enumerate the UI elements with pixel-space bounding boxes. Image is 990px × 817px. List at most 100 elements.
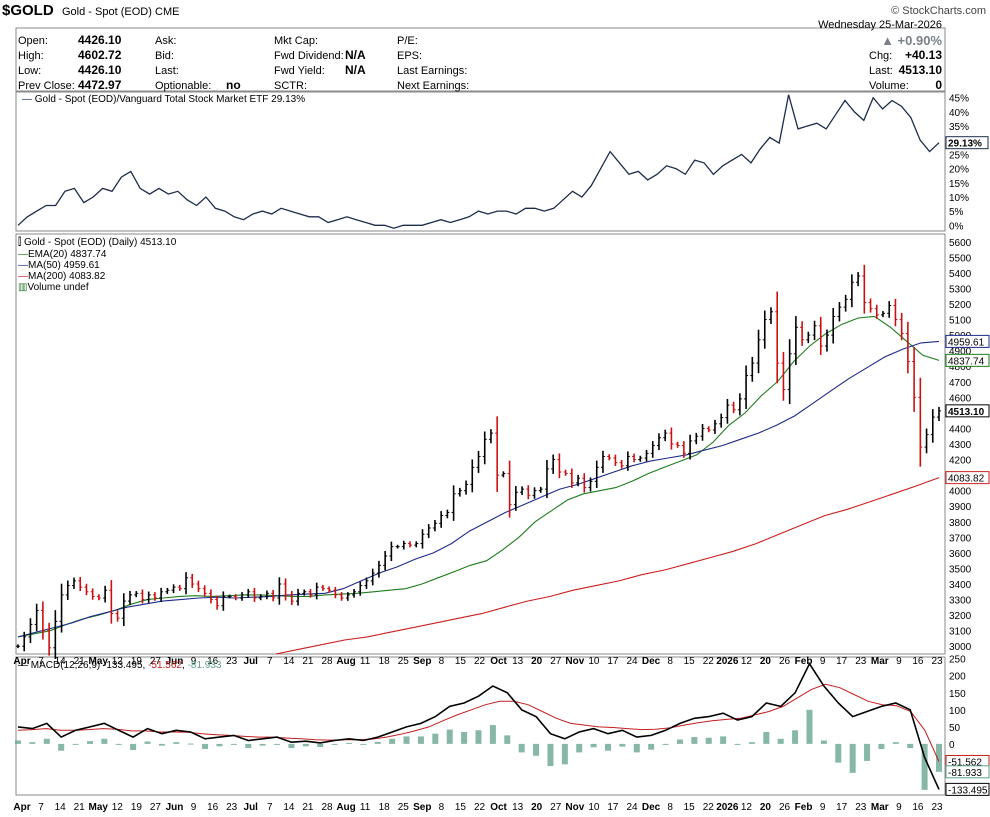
ratio-line <box>17 94 940 229</box>
macd-histogram-bar <box>461 731 468 744</box>
macd-histogram-bar <box>432 733 439 744</box>
low-value: 4426.10 <box>78 63 122 77</box>
macd-x-label: 22 <box>703 802 715 813</box>
macd-legend-title: MACD(12,26,9) <box>30 660 101 671</box>
ma50-last-tag: 4959.61 <box>948 337 985 348</box>
macd-histogram-bar <box>403 736 410 744</box>
mkt-cap-label: Mkt Cap: <box>274 35 319 47</box>
macd-x-label: Jun <box>166 802 184 813</box>
chg-label: Chg: <box>869 50 893 62</box>
price-x-label: 10 <box>588 656 600 667</box>
ma50-legend-swatch: — <box>18 260 28 271</box>
price-x-label: 21 <box>302 656 314 667</box>
macd-histogram-bar <box>691 737 698 744</box>
price-x-label: 23 <box>931 656 943 667</box>
price-x-label: 16 <box>912 656 924 667</box>
price-x-label: 20 <box>531 656 543 667</box>
macd-x-label: 23 <box>931 802 943 813</box>
macd-last-tag: -81.933 <box>948 768 982 779</box>
price-x-label: Dec <box>642 656 661 667</box>
price-x-label: Oct <box>490 656 507 667</box>
price-x-label: 15 <box>684 656 696 667</box>
last-price-label: Last: <box>869 65 893 77</box>
price-x-label: 16 <box>207 656 219 667</box>
up-triangle-icon: ▲ <box>881 33 898 48</box>
macd-histogram-bar <box>202 743 209 749</box>
macd-histogram-bar <box>504 735 511 744</box>
macd-histogram-bar <box>331 743 338 745</box>
price-x-label: 22 <box>703 656 715 667</box>
macd-x-label: 25 <box>398 802 410 813</box>
ratio-legend-swatch: — <box>22 94 35 105</box>
macd-histogram-bar <box>547 743 554 767</box>
macd-histogram-bar <box>446 729 453 744</box>
price-tick-label: 3800 <box>949 518 972 529</box>
macd-histogram-bar <box>705 737 712 744</box>
macd-histogram-bar <box>633 743 640 753</box>
last-price-value: 4513.10 <box>898 63 942 77</box>
macd-histogram-bar <box>86 741 93 744</box>
price-x-label: 20 <box>760 656 772 667</box>
macd-x-label: 9 <box>896 802 902 813</box>
macd-histogram-bar <box>360 743 367 745</box>
macd-tick-label: 100 <box>949 706 966 717</box>
fwd-dividend-label: Fwd Dividend: <box>274 50 344 62</box>
price-x-label: Jul <box>244 656 259 667</box>
change-percent: ▲ +0.90% <box>881 34 942 47</box>
macd-histogram-bar <box>720 736 727 744</box>
price-x-label: 17 <box>607 656 619 667</box>
price-tick-label: 3200 <box>949 611 972 622</box>
ma50-legend-name: MA(50) <box>28 260 61 271</box>
macd-legend-hist: -81.933 <box>187 660 222 671</box>
macd-histogram-bar <box>230 743 237 745</box>
ratio-tick-label: 25% <box>949 150 969 161</box>
price-x-label: 23 <box>855 656 867 667</box>
macd-histogram-bar <box>792 730 799 744</box>
macd-x-label: 22 <box>474 802 486 813</box>
sctr-label: SCTR: <box>274 80 307 92</box>
price-x-label: 27 <box>550 656 562 667</box>
macd-last-tag-box <box>945 782 990 796</box>
macd-histogram-bar <box>907 743 914 748</box>
macd-histogram-bar <box>576 743 583 753</box>
macd-x-label: 11 <box>360 802 371 813</box>
price-tick-label: 5400 <box>949 269 972 280</box>
macd-histogram-bar <box>274 743 281 745</box>
open-label: Open: <box>18 35 48 47</box>
macd-histogram-bar <box>302 743 309 747</box>
ticker-exchange: CME <box>155 6 180 18</box>
ma-200--line <box>275 477 940 655</box>
macd-histogram-bar <box>662 743 669 745</box>
macd-histogram-bar <box>864 743 871 761</box>
macd-x-label: May <box>89 802 109 813</box>
price-tick-label: 3400 <box>949 580 972 591</box>
macd-x-label: Sep <box>413 802 431 813</box>
price-tick-label: 4900 <box>949 347 972 358</box>
macd-histogram-bar <box>619 743 626 747</box>
ratio-last-tag <box>945 136 989 150</box>
panel-frame <box>15 233 946 655</box>
macd-last-tag-box <box>945 765 990 779</box>
macd-histogram-bar <box>389 738 396 744</box>
macd-histogram-bar <box>15 740 21 744</box>
ma200-legend: —MA(200) 4083.82 <box>18 270 105 283</box>
price-x-label: May <box>89 656 109 667</box>
macd-x-label: 18 <box>379 802 391 813</box>
high-label: High: <box>18 50 44 62</box>
price-x-label: 12 <box>741 656 753 667</box>
macd-x-label: 8 <box>439 802 445 813</box>
macd-x-label: 23 <box>855 802 867 813</box>
price-tick-label: 4600 <box>949 393 972 404</box>
macd-histogram-bar <box>878 743 885 749</box>
ratio-tick-label: 45% <box>949 94 969 105</box>
price-x-label: Jun <box>166 656 184 667</box>
volume-bars-icon: ▥ <box>18 282 28 293</box>
price-last-tag: 4513.10 <box>948 407 985 418</box>
macd-histogram-bar <box>590 743 597 748</box>
ratio-legend: — Gold - Spot (EOD)/Vanguard Total Stock… <box>22 93 305 106</box>
eps-label: EPS: <box>397 50 423 62</box>
price-x-label: 9 <box>896 656 902 667</box>
macd-x-label: 27 <box>550 802 562 813</box>
macd-tick-label: 250 <box>949 655 966 666</box>
